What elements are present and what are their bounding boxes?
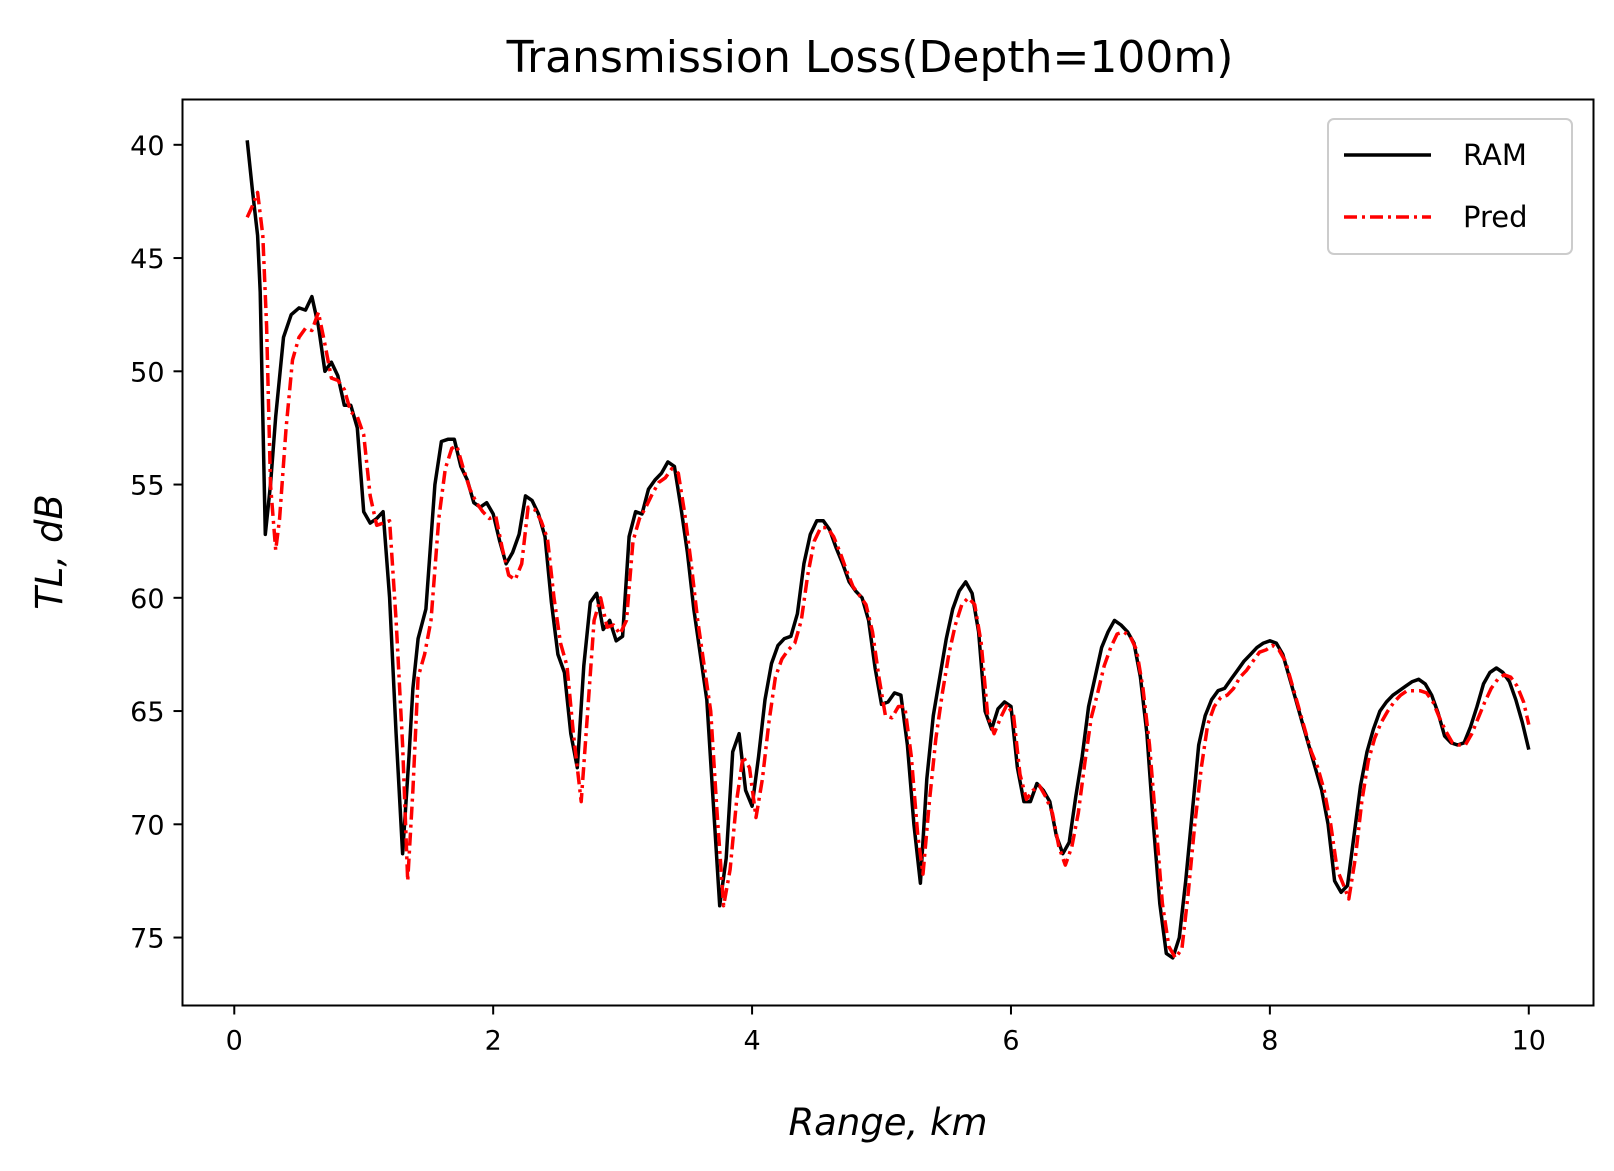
y-tick-label: 45 [130, 244, 164, 275]
y-tick-label: 70 [130, 810, 164, 841]
x-axis: 0 2 4 6 8 10 [226, 1005, 1546, 1057]
series-line-pred [245, 190, 1531, 960]
x-axis-label: Range, km [788, 1101, 987, 1144]
y-tick-label: 50 [130, 357, 164, 388]
x-tick-label: 4 [743, 1026, 760, 1057]
y-axis-label: TL, dB [28, 494, 71, 610]
y-tick-label: 40 [130, 131, 164, 162]
legend: RAM Pred [1327, 118, 1573, 255]
series-layer [245, 140, 1531, 960]
chart-title: Transmission Loss(Depth=100m) [506, 32, 1234, 83]
y-tick-label: 75 [130, 924, 164, 955]
x-tick-label: 8 [1261, 1026, 1278, 1057]
x-tick-label: 0 [226, 1026, 243, 1057]
legend-label-ram: RAM [1463, 138, 1527, 172]
y-tick-label: 60 [130, 584, 164, 615]
x-tick-label: 6 [1002, 1026, 1019, 1057]
x-tick-label: 2 [485, 1026, 502, 1057]
y-tick-label: 55 [130, 471, 164, 502]
plot-frame [181, 98, 1595, 1007]
y-axis: 40 45 50 55 60 65 70 75 [130, 131, 183, 955]
y-tick-label: 65 [130, 697, 164, 728]
legend-box [1327, 118, 1573, 255]
x-tick-label: 10 [1512, 1026, 1546, 1057]
legend-label-pred: Pred [1463, 200, 1528, 234]
